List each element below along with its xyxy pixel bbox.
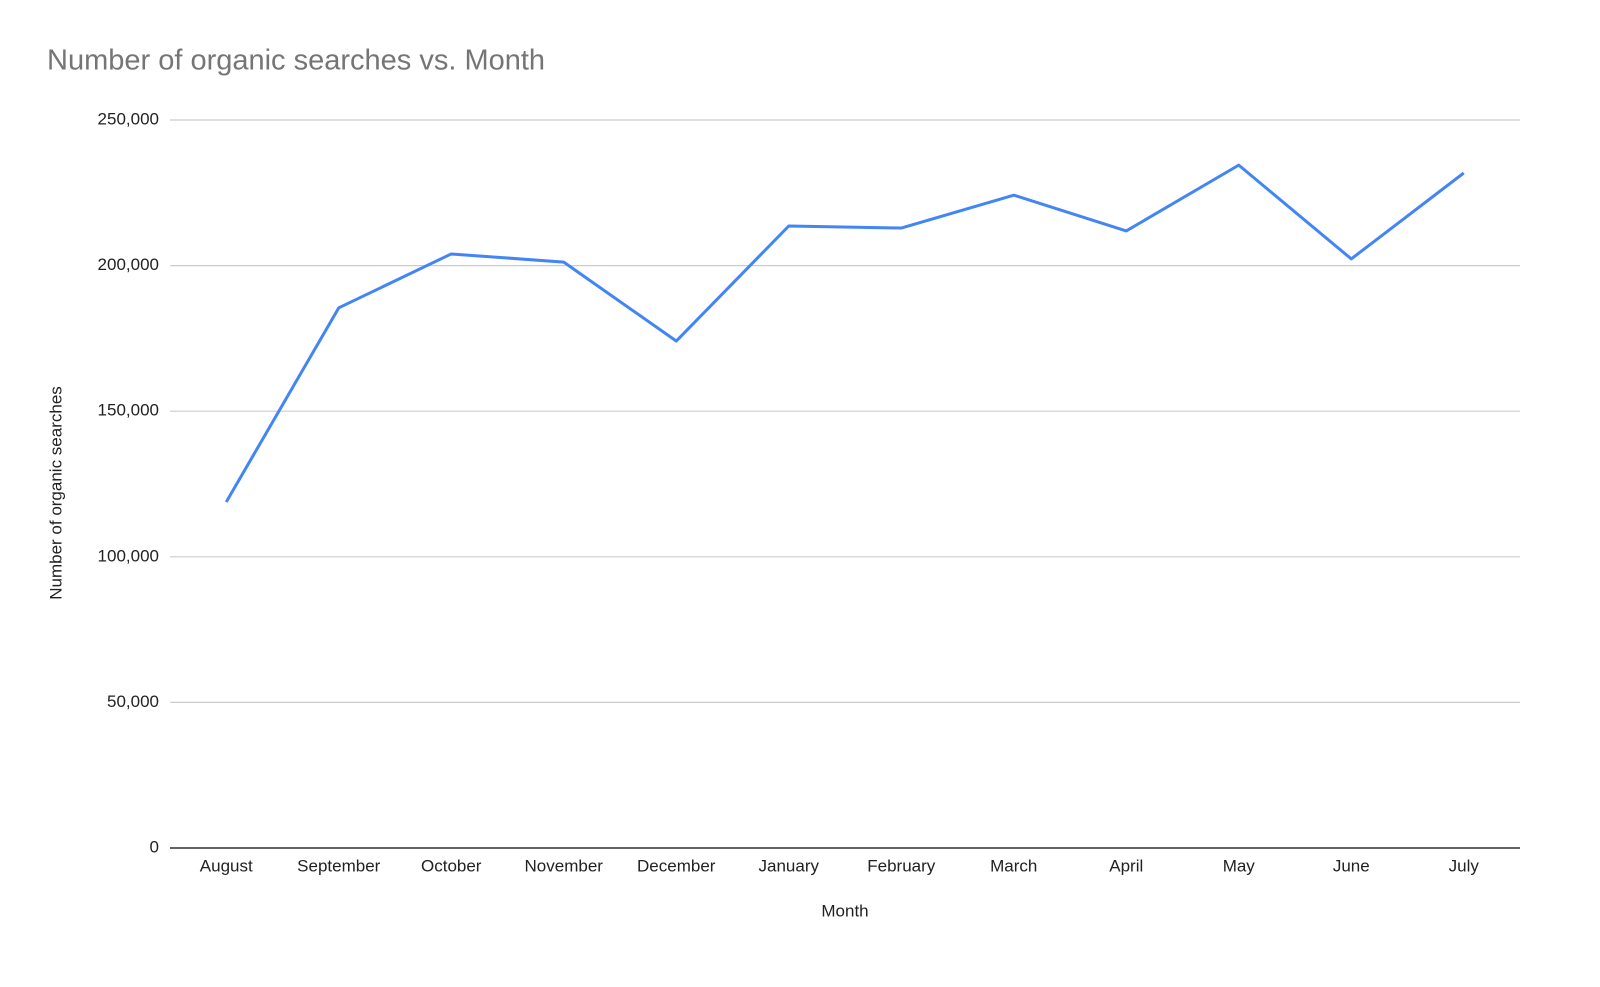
y-tick-label: 150,000 — [98, 401, 159, 420]
y-tick-label: 0 — [150, 837, 159, 856]
x-tick-label: March — [990, 856, 1037, 875]
x-tick-label: August — [200, 856, 253, 875]
x-tick-label: September — [297, 856, 380, 875]
x-tick-label: February — [867, 856, 936, 875]
x-tick-label: July — [1449, 856, 1480, 875]
y-tick-label: 100,000 — [98, 546, 159, 565]
y-tick-label: 50,000 — [107, 692, 159, 711]
x-tick-label: November — [525, 856, 604, 875]
y-tick-label: 200,000 — [98, 255, 159, 274]
y-tick-label: 250,000 — [98, 109, 159, 128]
data-line — [224, 163, 1465, 503]
x-tick-label: December — [637, 856, 716, 875]
x-tick-label: January — [759, 856, 820, 875]
x-tick-label: May — [1223, 856, 1256, 875]
x-tick-label: April — [1109, 856, 1143, 875]
y-axis-label: Number of organic searches — [46, 386, 65, 600]
x-tick-label: October — [421, 856, 482, 875]
x-tick-label: June — [1333, 856, 1370, 875]
x-axis-label: Month — [821, 901, 868, 920]
chart-title: Number of organic searches vs. Month — [47, 45, 545, 77]
